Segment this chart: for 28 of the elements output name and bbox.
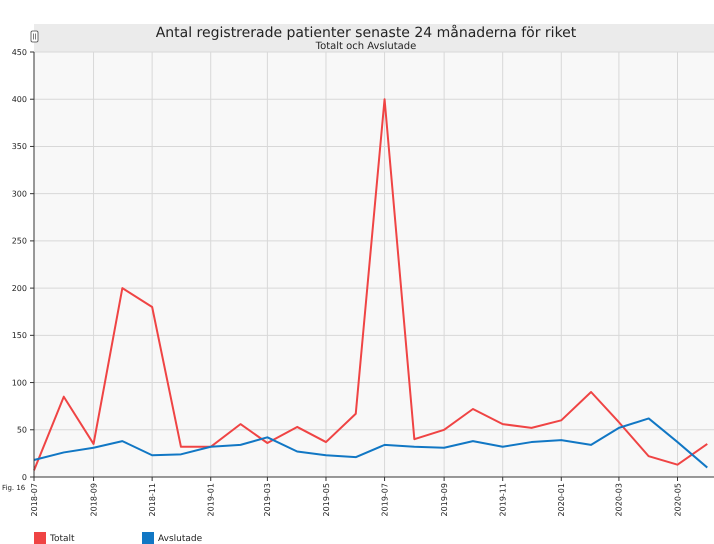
- x-tick-label: 2020-05: [673, 483, 682, 516]
- y-tick-label: 100: [12, 378, 27, 388]
- x-tick-label: 2020-03: [614, 483, 624, 516]
- line-series: [33, 98, 708, 472]
- x-tick-label: 2018-09: [89, 483, 98, 516]
- x-tick-label: 2019-09: [440, 483, 449, 516]
- x-tick-label: 2019-11: [498, 483, 508, 516]
- y-tick-label: 50: [16, 426, 27, 435]
- y-tick-label: 250: [12, 236, 27, 246]
- line-series: [33, 417, 708, 469]
- y-tick-label: 150: [12, 331, 27, 340]
- y-tick-label: 400: [12, 95, 27, 104]
- y-tick-label: 200: [12, 284, 27, 293]
- y-tick-label: 450: [12, 48, 27, 57]
- x-tick-label: 2019-01: [206, 483, 216, 516]
- chart-title: Antal registrerade patienter senaste 24 månaderna för riket: [156, 24, 577, 41]
- legend-label: Avslutade: [158, 534, 203, 544]
- chart-subtitle: Totalt och Avslutade: [314, 41, 416, 52]
- x-tick-label: 2020-01: [557, 483, 566, 516]
- y-tick-label: 300: [12, 189, 27, 198]
- x-tick-label: 2019-07: [380, 483, 390, 516]
- y-tick-label: 350: [12, 142, 27, 152]
- x-tick-label: 2018-11: [148, 483, 157, 516]
- x-tick-label: 2019-05: [322, 483, 331, 516]
- x-tick-label: 2019-03: [263, 483, 272, 516]
- x-tick-label: 2018-07: [30, 483, 39, 516]
- legend-label: Totalt: [49, 534, 76, 544]
- y-tick-label: 0: [22, 472, 27, 482]
